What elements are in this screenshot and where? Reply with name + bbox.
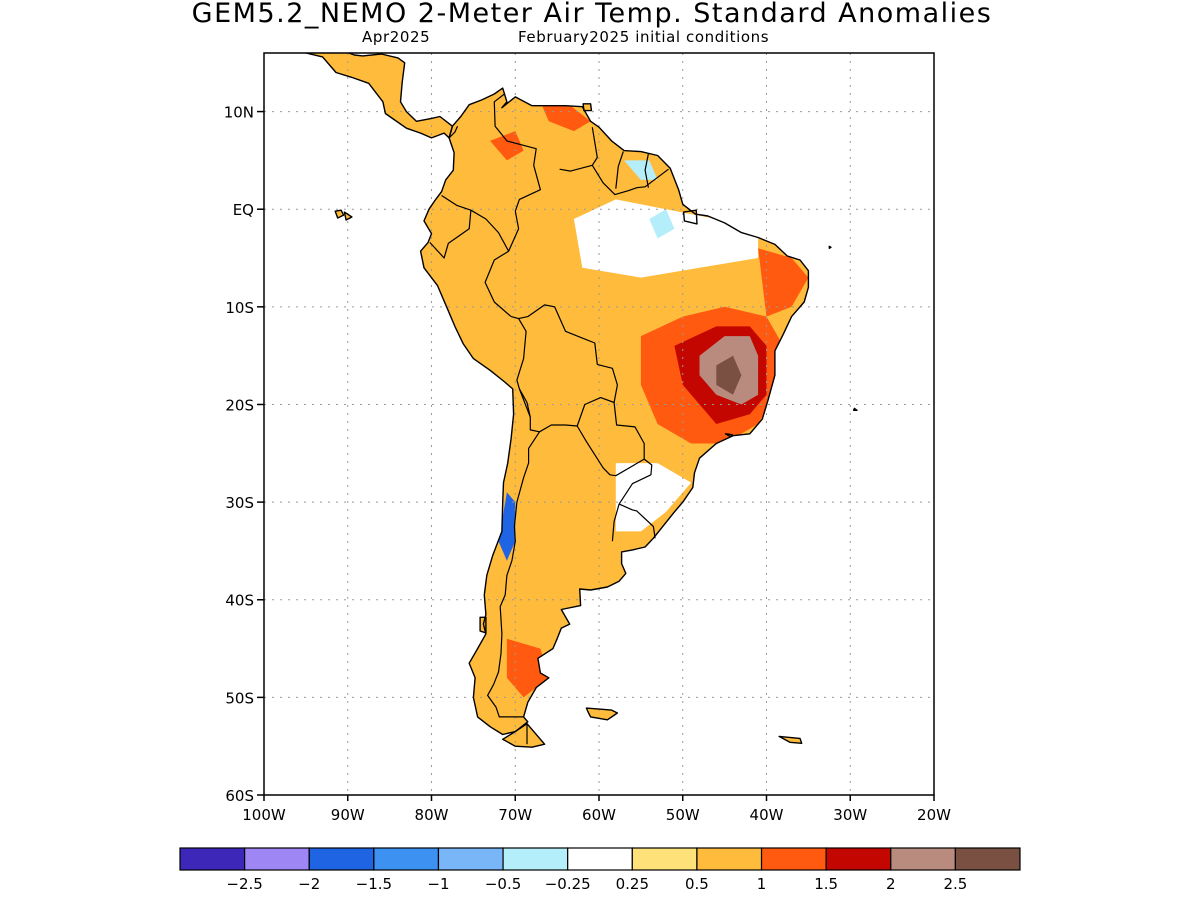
border-3 [470, 209, 510, 252]
lat-label: 10N [224, 104, 254, 122]
colorbar-swatch-5 [502, 847, 569, 871]
colorbar-swatch-9 [760, 847, 827, 871]
border-10 [618, 458, 653, 505]
anomaly-region-3 [540, 101, 591, 132]
lon-label: 100W [242, 806, 286, 824]
anomaly-region-15 [615, 463, 692, 532]
colorbar-label-2: −1.5 [356, 875, 392, 893]
colorbar-swatch-3 [373, 847, 440, 871]
coastline-2 [502, 723, 546, 748]
border-13 [518, 388, 531, 418]
coastline-5 [334, 209, 345, 219]
anomaly-region-8 [716, 355, 742, 395]
border-7 [559, 164, 593, 172]
colorbar-label-0: −2.5 [226, 875, 262, 893]
colorbar-swatch-0 [179, 847, 246, 871]
coastlines [304, 53, 858, 748]
colorbar-label-10: 2 [886, 875, 896, 893]
border-4 [591, 127, 669, 196]
border-5 [615, 151, 624, 189]
colorbar-label-1: −2 [298, 875, 320, 893]
coastline-11 [828, 245, 832, 249]
lon-label: 50W [666, 806, 700, 824]
colorbar-label-4: −0.5 [485, 875, 521, 893]
lat-label: 60S [225, 787, 254, 805]
lon-label: 40W [750, 806, 784, 824]
coastline-7 [582, 103, 593, 112]
lon-label: 90W [331, 806, 365, 824]
lat-label: 50S [225, 689, 254, 707]
lon-label: 60W [582, 806, 616, 824]
anomaly-region-2 [498, 424, 616, 717]
anomaly-region-13 [624, 160, 658, 180]
lat-label: EQ [233, 201, 254, 219]
anomaly-region-11 [573, 199, 759, 278]
coastline-0 [419, 87, 810, 736]
coastline-4 [479, 616, 487, 634]
anomaly-fields [264, 53, 857, 748]
colorbar-swatch-1 [244, 847, 310, 871]
colorbar-swatch-11 [890, 847, 956, 871]
colorbar-swatch-4 [437, 847, 504, 871]
lat-label: 40S [225, 592, 254, 610]
border-8 [510, 304, 618, 433]
colorbar-swatch-12 [954, 847, 1021, 871]
colorbar: −2.5 −2 −1.5 −1 −0.5 −0.25 0.25 0.5 1 1.5 2 2.5 [179, 847, 1021, 893]
border-11 [618, 503, 656, 539]
anomaly-region-12 [649, 209, 675, 239]
anomaly-region-0 [431, 101, 599, 346]
colorbar-label-7: 0.5 [685, 875, 709, 893]
anomaly-region-4 [490, 131, 524, 161]
border-14 [487, 431, 541, 718]
border-0 [448, 125, 459, 139]
lon-label: 20W [917, 806, 951, 824]
coastline-12 [852, 407, 858, 411]
colorbar-label-3: −1 [427, 875, 449, 893]
forecast-month: Apr2025 [362, 28, 431, 46]
coastline-3 [585, 707, 619, 721]
border-12 [611, 503, 620, 542]
coastline-9 [778, 735, 803, 744]
lat-label: 20S [225, 396, 254, 414]
border-2 [429, 194, 472, 259]
colorbar-swatch-8 [696, 847, 763, 871]
colorbar-label-8: 1 [757, 875, 767, 893]
colorbar-label-11: 2.5 [943, 875, 967, 893]
coastline-8 [682, 209, 698, 225]
border-1 [484, 93, 541, 318]
colorbar-swatch-7 [631, 847, 698, 871]
colorbar-swatch-6 [567, 847, 633, 871]
colorbar-swatch-10 [825, 847, 892, 871]
colorbar-label-9: 1.5 [814, 875, 838, 893]
lon-label: 80W [415, 806, 449, 824]
border-9 [576, 402, 645, 477]
border-6 [644, 153, 649, 188]
initial-conditions-label: February2025 initial conditions [518, 28, 770, 46]
colorbar-swatch-2 [308, 847, 375, 871]
lon-label: 70W [498, 806, 532, 824]
anomaly-region-10 [758, 248, 809, 317]
lat-label: 10S [225, 299, 254, 317]
coastline-6 [343, 211, 353, 221]
colorbar-label-6: 0.25 [616, 875, 649, 893]
lon-label: 30W [833, 806, 867, 824]
coastline-1 [304, 53, 454, 139]
anomaly-region-14 [498, 492, 516, 561]
colorbar-label-5: −0.25 [545, 875, 591, 893]
coastline-10 [724, 433, 733, 438]
lat-label: 30S [225, 494, 254, 512]
anomaly-region-9 [506, 638, 549, 698]
map-title: GEM5.2_NEMO 2-Meter Air Temp. Standard A… [191, 0, 993, 29]
